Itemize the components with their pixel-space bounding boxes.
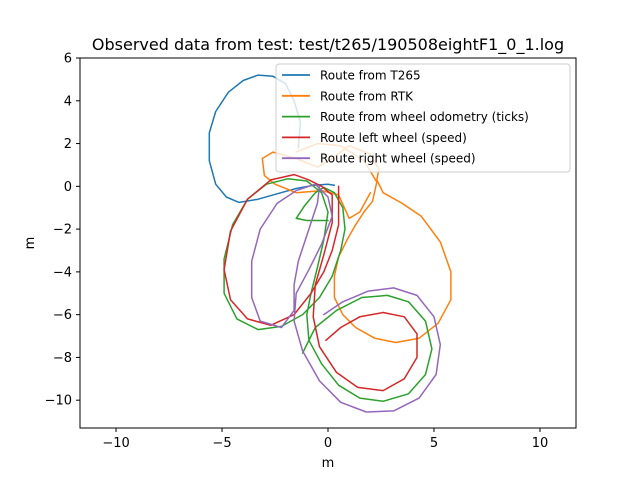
x-tick-label: 10 [532, 436, 549, 451]
y-tick-label: 6 [64, 52, 72, 67]
legend-items: Route from T265 Route from RTK Route from … [282, 69, 529, 166]
x-tick-label: 0 [324, 436, 332, 451]
y-tick-label: −10 [45, 394, 72, 409]
legend-frame [275, 63, 571, 173]
chart-title: Observed data from test: test/t265/19050… [92, 35, 564, 55]
y-tick-label: 4 [64, 94, 72, 109]
y-tick-label: −6 [53, 308, 72, 323]
series-line-route-from-wheel-odometry-ticks [223, 178, 433, 403]
x-tick-label: −5 [212, 436, 231, 451]
y-tick-label: 0 [64, 180, 72, 195]
y-tick-label: 2 [64, 137, 72, 152]
x-tick-label: 5 [430, 436, 438, 451]
legend-label-route-left-wheel-speed: Route left wheel (speed) [320, 131, 467, 145]
y-tick-label: −4 [53, 265, 72, 280]
series-line-route-left-wheel-speed [223, 173, 418, 392]
legend-label-route-from-t265: Route from T265 [320, 69, 421, 83]
x-axis-label: m [322, 456, 335, 471]
y-tick-label: −2 [53, 223, 72, 238]
legend: Route from T265 Route from RTK Route from … [275, 63, 571, 173]
y-axis: −10 −8 −6 −4 −2 0 2 4 6 [45, 52, 80, 409]
legend-label-route-from-rtk: Route from RTK [320, 89, 414, 103]
series-line-route-right-wheel-speed [250, 183, 442, 413]
x-tick-label: −10 [102, 436, 129, 451]
legend-label-route-from-wheel-odometry-ticks: Route from wheel odometry (ticks) [320, 110, 529, 124]
y-axis-label: m [23, 237, 38, 250]
x-axis: −10 −5 0 5 10 [102, 428, 548, 451]
y-tick-label: −8 [53, 351, 72, 366]
legend-label-route-right-wheel-speed: Route right wheel (speed) [320, 152, 476, 166]
series-line-route-from-rtk [261, 142, 452, 344]
